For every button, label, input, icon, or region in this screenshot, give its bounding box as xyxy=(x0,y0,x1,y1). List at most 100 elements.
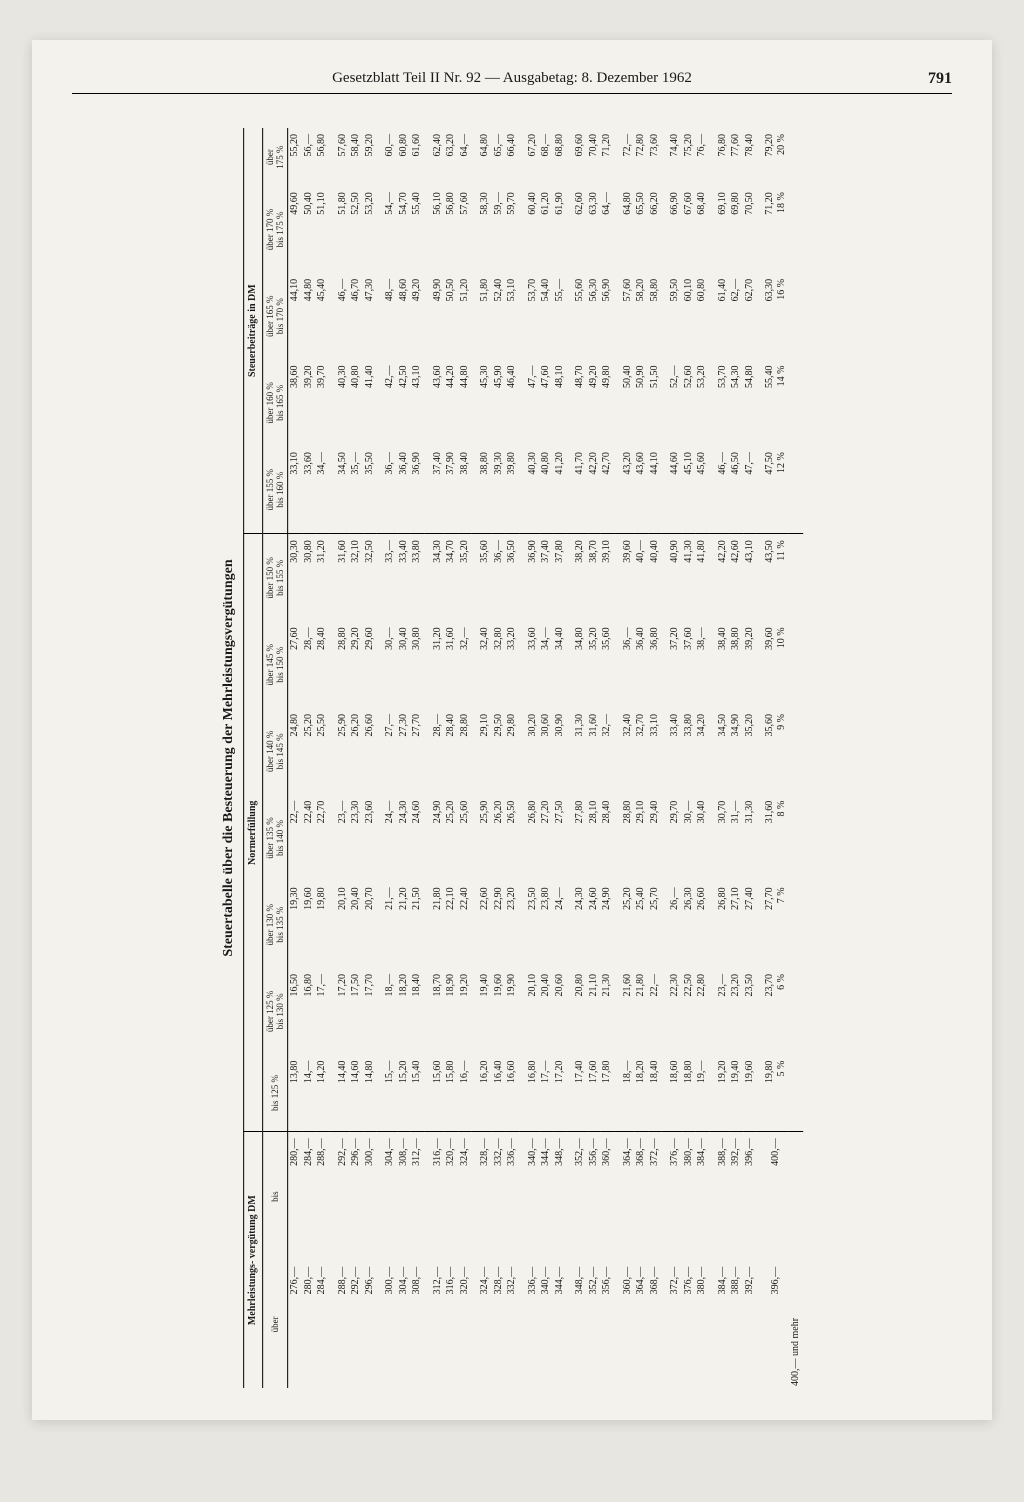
table-cell: 17,40 xyxy=(566,1054,587,1131)
table-cell: 396,— xyxy=(756,1260,788,1387)
table-cell: 40,— xyxy=(634,533,648,621)
table-cell: 46,— xyxy=(709,446,730,534)
table-cell: 54,30 xyxy=(729,359,743,446)
table-cell: 32,— xyxy=(458,621,472,708)
table-cell: 28,— xyxy=(424,708,445,795)
table-cell: 21,10 xyxy=(587,968,601,1055)
table-cell: 308,— xyxy=(397,1131,411,1260)
table-cell: 30,30 xyxy=(288,533,302,621)
table-cell: 36,50 xyxy=(505,533,519,621)
table-cell: 400,— xyxy=(756,1131,788,1260)
table-row: 352,—356,—17,6021,1024,6028,1031,6035,20… xyxy=(587,128,601,1388)
table-cell: 34,90 xyxy=(729,708,743,795)
table-cell: 36,40 xyxy=(397,446,411,534)
table-cell: 46,— xyxy=(329,272,350,359)
table-cell: 40,90 xyxy=(661,533,682,621)
table-cell: 64,80 xyxy=(614,186,635,273)
table-cell: 27,80 xyxy=(566,794,587,881)
table-cell: 65,50 xyxy=(634,186,648,273)
table-cell: 31,30 xyxy=(743,794,757,881)
table-cell: 34,70 xyxy=(444,533,458,621)
table-cell: 32,40 xyxy=(471,621,492,708)
table-cell: 276,— xyxy=(288,1260,302,1387)
table-cell: 20,40 xyxy=(539,968,553,1055)
table-cell: 16,— xyxy=(458,1054,472,1131)
col-group-mid: Normerfüllung xyxy=(244,533,263,1131)
table-cell: 36,90 xyxy=(519,533,540,621)
table-row: 276,—280,—13,8016,5019,3022,—24,8027,603… xyxy=(288,128,302,1388)
table-cell: 42,20 xyxy=(709,533,730,621)
table-cell: 44,80 xyxy=(458,359,472,446)
table-row: 396,—400,—19,805 %23,706 %27,707 %31,608… xyxy=(756,128,788,1388)
table-cell: 69,60 xyxy=(566,128,587,186)
table-cell: 55,20 xyxy=(288,128,302,186)
table-cell: 56,30 xyxy=(587,272,601,359)
table-cell: 36,— xyxy=(376,446,397,534)
table-cell: 25,70 xyxy=(648,881,662,968)
table-cell: 33,20 xyxy=(505,621,519,708)
table-cell: 19,— xyxy=(695,1054,709,1131)
table-cell: 34,80 xyxy=(566,621,587,708)
table-row: 356,—360,—17,8021,3024,9028,4032,—35,603… xyxy=(600,128,614,1388)
table-cell: 16,40 xyxy=(492,1054,506,1131)
table-cell: 316,— xyxy=(424,1131,445,1260)
table-cell: 66,40 xyxy=(505,128,519,186)
table-cell: 23,60 xyxy=(363,794,377,881)
col-header: über 160 %bis 165 % xyxy=(262,359,288,446)
table-cell: 54,40 xyxy=(539,272,553,359)
table-cell: 29,10 xyxy=(634,794,648,881)
table-row: 320,—324,—16,—19,2022,4025,6028,8032,—35… xyxy=(458,128,472,1388)
table-title: Steuertabelle über die Besteuerung der M… xyxy=(221,128,237,1388)
table-cell: 63,30 xyxy=(587,186,601,273)
table-cell: 18,— xyxy=(614,1054,635,1131)
table-cell: 24,— xyxy=(553,881,567,968)
table-cell: 19,60 xyxy=(743,1054,757,1131)
table-cell: 14,80 xyxy=(363,1054,377,1131)
table-cell: 21,80 xyxy=(634,968,648,1055)
table-cell: 19,40 xyxy=(471,968,492,1055)
table-cell: 45,90 xyxy=(492,359,506,446)
table-cell: 22,50 xyxy=(682,968,696,1055)
table-cell: 30,40 xyxy=(397,621,411,708)
table-cell: 21,20 xyxy=(397,881,411,968)
table-cell: 28,80 xyxy=(329,621,350,708)
table-cell: 29,60 xyxy=(363,621,377,708)
table-row: 284,—288,—14,2017,—19,8022,7025,5028,403… xyxy=(315,128,329,1388)
table-cell: 64,— xyxy=(458,128,472,186)
table-cell: 29,70 xyxy=(661,794,682,881)
col-group-left: Mehrleistungs- vergütung DM xyxy=(244,1131,263,1387)
table-cell: 384,— xyxy=(709,1260,730,1387)
table-cell: 19,20 xyxy=(458,968,472,1055)
table-cell: 296,— xyxy=(349,1131,363,1260)
table-cell: 40,80 xyxy=(539,446,553,534)
table-row: 316,—320,—15,8018,9022,1025,2028,4031,60… xyxy=(444,128,458,1388)
table-cell: 40,40 xyxy=(648,533,662,621)
table-cell: 19,805 % xyxy=(756,1054,788,1131)
range-note: 400,— und mehr xyxy=(788,1131,803,1387)
col-header: über175 % xyxy=(262,128,288,186)
table-cell: 19,20 xyxy=(709,1054,730,1131)
table-cell: 352,— xyxy=(566,1131,587,1260)
table-cell xyxy=(788,128,803,186)
table-cell: 37,90 xyxy=(444,446,458,534)
table-cell: 328,— xyxy=(471,1131,492,1260)
table-cell xyxy=(788,359,803,446)
col-group-left-label: Mehrleistungs- vergütung DM xyxy=(247,1195,258,1325)
table-cell: 42,20 xyxy=(587,446,601,534)
table-cell: 35,609 % xyxy=(756,708,788,795)
table-cell: 34,50 xyxy=(709,708,730,795)
table-cell: 27,60 xyxy=(288,621,302,708)
table-cell: 15,40 xyxy=(410,1054,424,1131)
table-cell: 77,60 xyxy=(729,128,743,186)
table-cell: 23,30 xyxy=(349,794,363,881)
table-cell xyxy=(788,446,803,534)
table-cell: 43,60 xyxy=(634,446,648,534)
table-cell: 24,30 xyxy=(566,881,587,968)
table-cell: 22,60 xyxy=(471,881,492,968)
table-cell: 35,60 xyxy=(471,533,492,621)
table-cell: 60,80 xyxy=(397,128,411,186)
table-cell: 22,— xyxy=(648,968,662,1055)
table-cell: 31,20 xyxy=(424,621,445,708)
table-cell: 50,90 xyxy=(634,359,648,446)
table-cell: 59,— xyxy=(492,186,506,273)
